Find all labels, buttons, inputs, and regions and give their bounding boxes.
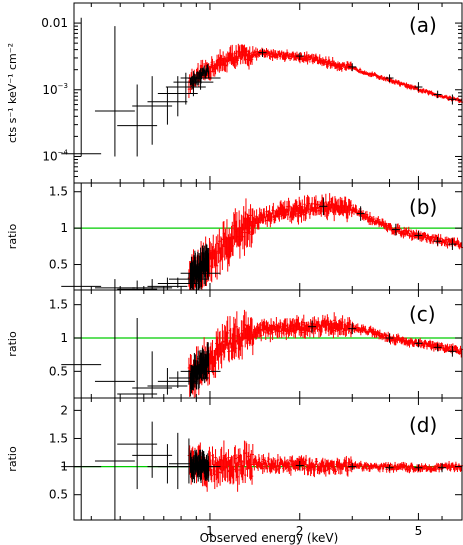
- x-tick-label: 1: [206, 524, 214, 538]
- red-series-a: [187, 43, 463, 104]
- red-series-b: [187, 193, 463, 290]
- y-tick-label: 0.5: [49, 488, 68, 502]
- y-tick-label: 2: [60, 403, 68, 417]
- y-tick-label: 1: [60, 221, 68, 235]
- black-series-b: [61, 183, 457, 290]
- y-tick-label: 10−3: [42, 82, 68, 97]
- panel-label-c: (c): [409, 302, 436, 326]
- y-tick-label: 0.01: [41, 16, 68, 30]
- y-tick-label: 1.5: [49, 431, 68, 445]
- y-tick-exponent: −3: [58, 82, 68, 90]
- red-series-c: [187, 309, 463, 398]
- y-tick-label: 1.5: [49, 185, 68, 199]
- y-tick-label: 0.5: [49, 364, 68, 378]
- x-tick-label: 2: [296, 524, 304, 538]
- panel-label-b: (b): [409, 195, 437, 219]
- panel-label-a: (a): [409, 13, 437, 37]
- y-axis-label-c: ratio: [6, 331, 19, 357]
- y-tick-label: 0.5: [49, 258, 68, 272]
- panel-c: 0.5 1 1.5 (c) ratio: [6, 289, 463, 399]
- panel-a: 0.01 10−3 10−4 (a) cts s⁻¹ keV⁻¹ cm⁻²: [6, 2, 463, 184]
- black-series-d: [61, 398, 447, 520]
- panel-frame-a: [73, 2, 463, 184]
- y-axis-label-a: cts s⁻¹ keV⁻¹ cm⁻²: [6, 43, 19, 143]
- black-series-a: [61, 17, 457, 157]
- y-axis-label-d: ratio: [6, 446, 19, 472]
- y-tick-label: 10−4: [42, 148, 68, 163]
- black-series-c: [61, 290, 457, 398]
- panel-label-d: (d): [409, 413, 437, 437]
- x-axis-label: Observed energy (keV): [200, 531, 339, 545]
- panel-b: 0.5 1 1.5 (b) ratio: [6, 182, 463, 291]
- y-tick-label: 1: [60, 460, 68, 474]
- y-tick-label: 1.5: [49, 298, 68, 312]
- panel-frame-d: [73, 397, 463, 521]
- x-tick-label: 5: [415, 524, 423, 538]
- panel-d: 0.5 1 1.5 2 (d) ratio: [6, 397, 463, 521]
- y-tick-label: 1: [60, 331, 68, 345]
- red-series-d: [187, 440, 463, 492]
- y-tick-exponent: −4: [58, 148, 69, 156]
- panels: 0.01 10−3 10−4 (a) cts s⁻¹ keV⁻¹ cm⁻² 0.5 1 1.5…: [6, 2, 463, 538]
- y-axis-label-b: ratio: [6, 224, 19, 250]
